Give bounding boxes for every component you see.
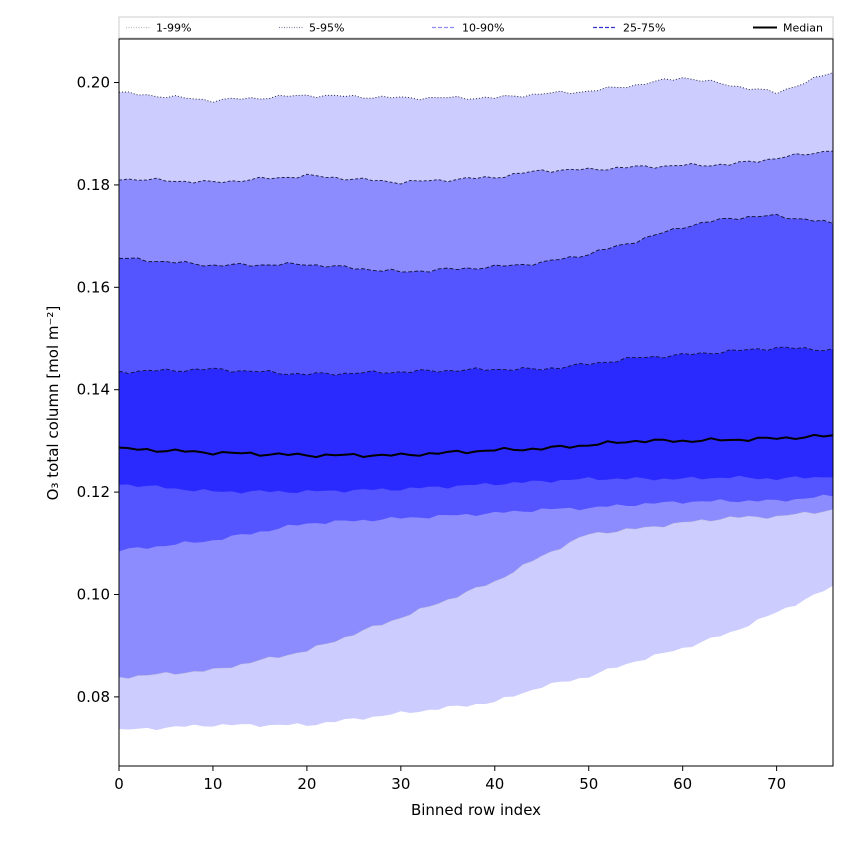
band-p10-p25 xyxy=(119,476,833,552)
band-p25-p75 xyxy=(119,347,833,494)
edge-p5 xyxy=(118,508,834,680)
plot-frame xyxy=(118,38,834,767)
x-tick-label: 60 xyxy=(673,775,692,793)
legend-label: 1-99% xyxy=(156,22,191,35)
edge-p25 xyxy=(118,475,834,495)
x-tick-label: 0 xyxy=(114,775,124,793)
median-line xyxy=(118,433,834,459)
y-axis-label: O₃ total column [mol m⁻²] xyxy=(44,306,62,501)
legend: 1-99% 5-95% 10-90% 25-75% Median xyxy=(118,16,834,39)
band-p5-p10 xyxy=(119,495,833,679)
y-tick-label: 0.16 xyxy=(77,278,110,296)
edge-p99 xyxy=(118,72,834,103)
x-tick-label: 20 xyxy=(297,775,316,793)
x-tick-label: 50 xyxy=(579,775,598,793)
y-tick-label: 0.08 xyxy=(77,688,110,706)
legend-label: Median xyxy=(783,22,823,35)
y-axis-ticks: 0.08 0.10 0.12 0.14 0.16 0.18 0.20 xyxy=(77,74,119,706)
band-p75-p90 xyxy=(119,214,833,376)
y-tick-label: 0.14 xyxy=(77,381,110,399)
edge-p10 xyxy=(118,494,834,553)
legend-label: 25-75% xyxy=(623,22,665,35)
y-tick-label: 0.18 xyxy=(77,176,110,194)
x-axis-label: Binned row index xyxy=(411,801,541,819)
x-tick-label: 30 xyxy=(391,775,410,793)
edge-p75 xyxy=(118,346,834,376)
x-tick-label: 40 xyxy=(485,775,504,793)
x-tick-label: 10 xyxy=(203,775,222,793)
y-tick-label: 0.20 xyxy=(77,74,110,92)
x-tick-label: 70 xyxy=(767,775,786,793)
edge-p90 xyxy=(118,213,834,273)
edge-p95 xyxy=(118,150,834,185)
band-p95-p99 xyxy=(119,72,833,185)
band-p90-p95 xyxy=(119,151,833,273)
x-axis-ticks: 0 10 20 30 40 50 60 70 xyxy=(114,766,786,793)
y-tick-label: 0.12 xyxy=(77,483,110,501)
legend-box xyxy=(118,16,834,39)
y-tick-label: 0.10 xyxy=(77,585,110,603)
legend-label: 5-95% xyxy=(309,22,344,35)
percentile-bands xyxy=(118,72,834,731)
median-series xyxy=(118,433,834,459)
band-p1-p5 xyxy=(119,509,833,731)
legend-label: 10-90% xyxy=(462,22,504,35)
axes-frame xyxy=(118,38,834,767)
